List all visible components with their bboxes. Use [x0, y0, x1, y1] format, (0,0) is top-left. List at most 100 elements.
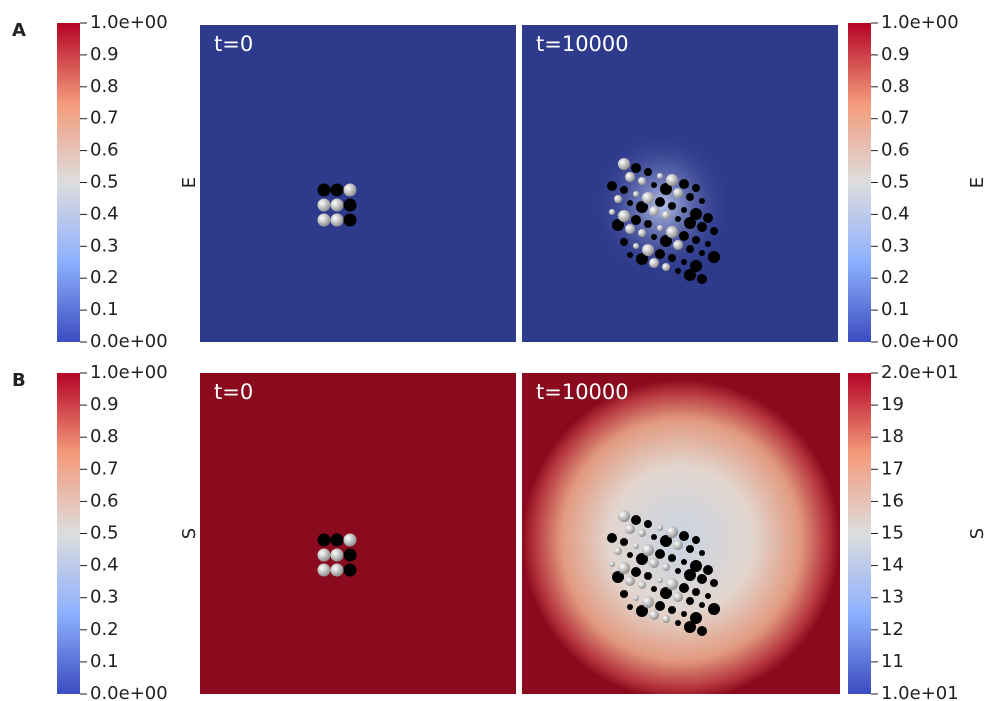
- cell: [612, 219, 624, 231]
- tick-label: 0.6: [881, 140, 910, 161]
- tick-label: 0.9: [90, 394, 119, 415]
- cell: [618, 210, 630, 222]
- time-label: t=10000: [536, 380, 629, 404]
- cell: [636, 201, 648, 213]
- cell: [631, 515, 641, 525]
- cell: [651, 586, 657, 592]
- tick-label: 16: [881, 490, 904, 511]
- panel-label: A: [12, 20, 26, 41]
- colorbar-title: E: [967, 177, 986, 188]
- cell: [609, 561, 615, 567]
- cell: [343, 198, 357, 212]
- tick-label: 0.3: [881, 235, 910, 256]
- cell: [697, 574, 707, 584]
- cell: [618, 510, 630, 522]
- cell: [627, 604, 633, 610]
- cell: [686, 545, 694, 553]
- tick-label: 13: [881, 587, 904, 608]
- tick-label: 0.0e+00: [90, 331, 168, 352]
- cell: [657, 577, 663, 583]
- colorbar: [848, 23, 871, 342]
- tick-label: 0.6: [90, 140, 119, 161]
- cell: [660, 235, 672, 247]
- tick-label: 1.0e+00: [881, 12, 959, 33]
- cell: [618, 158, 630, 170]
- cell: [655, 249, 665, 259]
- tick-label: 0.5: [90, 523, 119, 544]
- tick-label: 1.0e+01: [881, 683, 959, 701]
- cell: [703, 565, 713, 575]
- tick-label: 17: [881, 458, 904, 479]
- colorbar-title: S: [967, 528, 986, 539]
- cell: [699, 550, 705, 556]
- cell: [631, 163, 641, 173]
- cell: [625, 224, 635, 234]
- cell: [633, 595, 639, 601]
- cell: [686, 193, 694, 201]
- tick-label: 0.4: [90, 555, 119, 576]
- cell: [703, 213, 713, 223]
- cell: [692, 236, 700, 244]
- cell: [697, 222, 707, 232]
- cell: [625, 576, 635, 586]
- cell: [690, 560, 702, 572]
- cell: [668, 606, 676, 614]
- cell: [343, 533, 357, 547]
- cell: [649, 206, 659, 216]
- tick-label: 0.2: [90, 619, 119, 640]
- cell: [710, 227, 718, 235]
- cell: [679, 231, 689, 241]
- cell: [673, 188, 683, 198]
- cell: [657, 173, 663, 179]
- cell: [620, 538, 628, 546]
- cell: [633, 191, 639, 197]
- colorbar-title: S: [179, 528, 200, 539]
- cell: [708, 251, 720, 263]
- cell: [699, 250, 705, 256]
- tick-label: 0.1: [90, 299, 119, 320]
- tick-label: 0.7: [90, 108, 119, 129]
- cell: [343, 183, 357, 197]
- cell: [699, 198, 705, 204]
- cell: [620, 590, 628, 598]
- cell: [675, 620, 681, 626]
- cell: [642, 596, 654, 608]
- cell: [651, 534, 657, 540]
- tick-label: 0.0e+00: [881, 331, 959, 352]
- cell: [649, 258, 659, 268]
- cell: [651, 182, 657, 188]
- cell: [330, 548, 344, 562]
- tick-label: 0.3: [90, 587, 119, 608]
- tick-label: 14: [881, 555, 904, 576]
- cell: [330, 563, 344, 577]
- cell: [666, 526, 678, 538]
- tick-label: 15: [881, 523, 904, 544]
- cell: [662, 211, 670, 219]
- cell: [662, 563, 670, 571]
- cell: [638, 581, 646, 589]
- cell: [673, 592, 683, 602]
- cell: [684, 621, 696, 633]
- cell: [644, 168, 652, 176]
- cell: [651, 234, 657, 240]
- tick-label: 0.0e+00: [90, 683, 168, 701]
- cell: [317, 183, 331, 197]
- cell: [644, 520, 652, 528]
- cell: [681, 611, 687, 617]
- cell: [666, 226, 678, 238]
- cell: [609, 209, 615, 215]
- frame: [200, 373, 516, 694]
- cell: [642, 544, 654, 556]
- cell: [655, 601, 665, 611]
- cell: [644, 220, 652, 228]
- cell: [686, 245, 694, 253]
- cell: [686, 597, 694, 605]
- tick-label: 0.5: [90, 172, 119, 193]
- cell: [612, 571, 624, 583]
- cell: [633, 543, 639, 549]
- cell: [675, 216, 681, 222]
- cell: [684, 269, 696, 281]
- cell: [625, 524, 635, 534]
- cell: [317, 198, 331, 212]
